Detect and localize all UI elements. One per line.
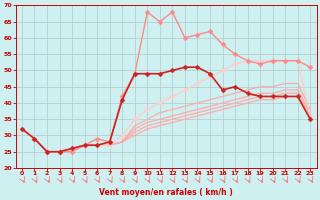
X-axis label: Vent moyen/en rafales ( km/h ): Vent moyen/en rafales ( km/h ) — [99, 188, 233, 197]
